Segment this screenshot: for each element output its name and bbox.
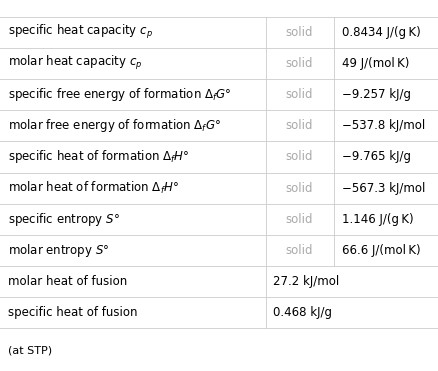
Text: −9.257 kJ/g: −9.257 kJ/g	[341, 88, 410, 101]
Text: specific heat of fusion: specific heat of fusion	[8, 306, 137, 319]
Text: solid: solid	[285, 244, 313, 257]
Text: molar heat capacity $c_p$: molar heat capacity $c_p$	[8, 55, 142, 72]
Text: molar heat of formation $\Delta_f H°$: molar heat of formation $\Delta_f H°$	[8, 180, 178, 196]
Text: 0.468 kJ/g: 0.468 kJ/g	[273, 306, 332, 319]
Text: solid: solid	[285, 88, 313, 101]
Text: molar free energy of formation $\Delta_f G°$: molar free energy of formation $\Delta_f…	[8, 117, 220, 134]
Text: specific entropy $S°$: specific entropy $S°$	[8, 211, 120, 228]
Text: 66.6 J/(mol K): 66.6 J/(mol K)	[341, 244, 419, 257]
Text: molar heat of fusion: molar heat of fusion	[8, 275, 127, 288]
Text: solid: solid	[285, 150, 313, 164]
Text: (at STP): (at STP)	[8, 346, 52, 355]
Text: solid: solid	[285, 213, 313, 226]
Text: solid: solid	[285, 57, 313, 70]
Text: −9.765 kJ/g: −9.765 kJ/g	[341, 150, 410, 164]
Text: solid: solid	[285, 119, 313, 132]
Text: solid: solid	[285, 26, 313, 39]
Text: solid: solid	[285, 181, 313, 195]
Text: specific free energy of formation $\Delta_f G°$: specific free energy of formation $\Delt…	[8, 86, 231, 103]
Text: −567.3 kJ/mol: −567.3 kJ/mol	[341, 181, 424, 195]
Text: molar entropy $S°$: molar entropy $S°$	[8, 242, 109, 259]
Text: 1.146 J/(g K): 1.146 J/(g K)	[341, 213, 412, 226]
Text: specific heat capacity $c_p$: specific heat capacity $c_p$	[8, 23, 152, 41]
Text: 0.8434 J/(g K): 0.8434 J/(g K)	[341, 26, 419, 39]
Text: 49 J/(mol K): 49 J/(mol K)	[341, 57, 408, 70]
Text: specific heat of formation $\Delta_f H°$: specific heat of formation $\Delta_f H°$	[8, 148, 189, 165]
Text: −537.8 kJ/mol: −537.8 kJ/mol	[341, 119, 424, 132]
Text: 27.2 kJ/mol: 27.2 kJ/mol	[273, 275, 339, 288]
